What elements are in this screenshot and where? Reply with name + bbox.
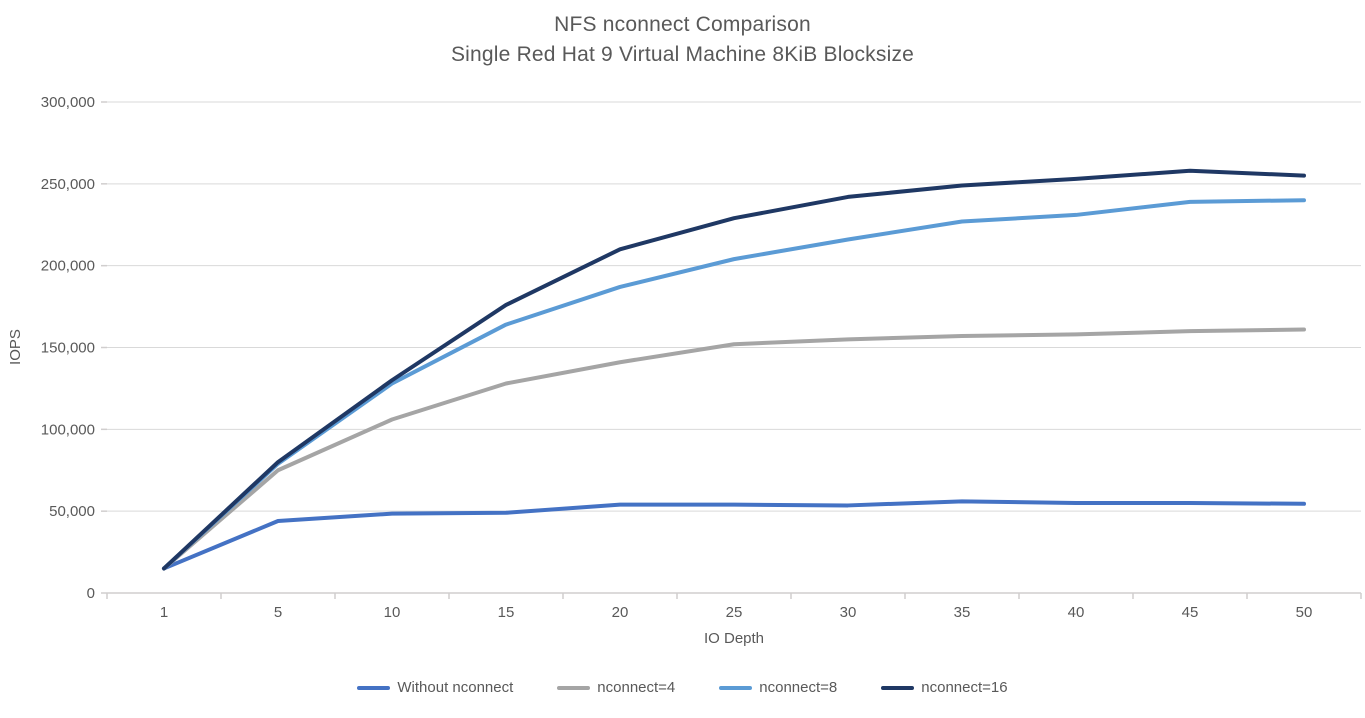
legend-label-nconnect-4: nconnect=4 (597, 679, 676, 696)
series-line-nconnect-16 (162, 168, 1306, 571)
x-tick-label: 40 (1068, 604, 1085, 621)
legend-label-without-nconnect: Without nconnect (397, 679, 514, 696)
x-tick-label: 50 (1296, 604, 1313, 621)
legend-swatch-nconnect-16 (881, 685, 915, 690)
y-tick-label: 250,000 (41, 176, 95, 193)
x-tick-label: 20 (612, 604, 629, 621)
x-tick-label: 1 (160, 604, 168, 621)
y-tick-label: 50,000 (49, 503, 95, 520)
x-axis-title: IO Depth (703, 630, 765, 647)
y-tick-label: 100,000 (41, 421, 95, 438)
legend-item-nconnect-8: nconnect=8 (719, 679, 837, 696)
legend-swatch-nconnect-8 (719, 685, 753, 690)
chart-title-line1: NFS nconnect Comparison (554, 13, 811, 36)
legend-label-nconnect-16: nconnect=16 (921, 679, 1008, 696)
x-tick-label: 25 (726, 604, 743, 621)
y-tick-label: 0 (87, 585, 95, 602)
x-tick-label: 15 (498, 604, 515, 621)
legend-swatch-without-nconnect (357, 685, 391, 690)
series-line-nconnect-4 (162, 327, 1306, 571)
x-tick-label: 10 (384, 604, 401, 621)
y-tick-label: 200,000 (41, 258, 95, 275)
y-axis-title: IOPS (7, 329, 24, 365)
series-line-nconnect-8 (162, 198, 1306, 571)
y-tick-label: 150,000 (41, 340, 95, 357)
x-tick-label: 45 (1182, 604, 1199, 621)
legend-item-without-nconnect: Without nconnect (357, 679, 513, 696)
series-line-without-nconnect (162, 499, 1306, 571)
chart-title-line2: Single Red Hat 9 Virtual Machine 8KiB Bl… (450, 43, 915, 66)
x-tick-label: 35 (954, 604, 971, 621)
chart-title: NFS nconnect Comparison Single Red Hat 9… (0, 10, 1365, 70)
legend-item-nconnect-4: nconnect=4 (557, 679, 675, 696)
legend-item-nconnect-16: nconnect=16 (881, 679, 1008, 696)
legend-swatch-nconnect-4 (557, 685, 591, 690)
legend-label-nconnect-8: nconnect=8 (759, 679, 838, 696)
chart-legend: Without nconnect nconnect=4 nconnect=8 n… (0, 679, 1365, 696)
y-tick-label: 300,000 (41, 94, 95, 111)
x-tick-label: 5 (274, 604, 282, 621)
x-tick-label: 30 (840, 604, 857, 621)
